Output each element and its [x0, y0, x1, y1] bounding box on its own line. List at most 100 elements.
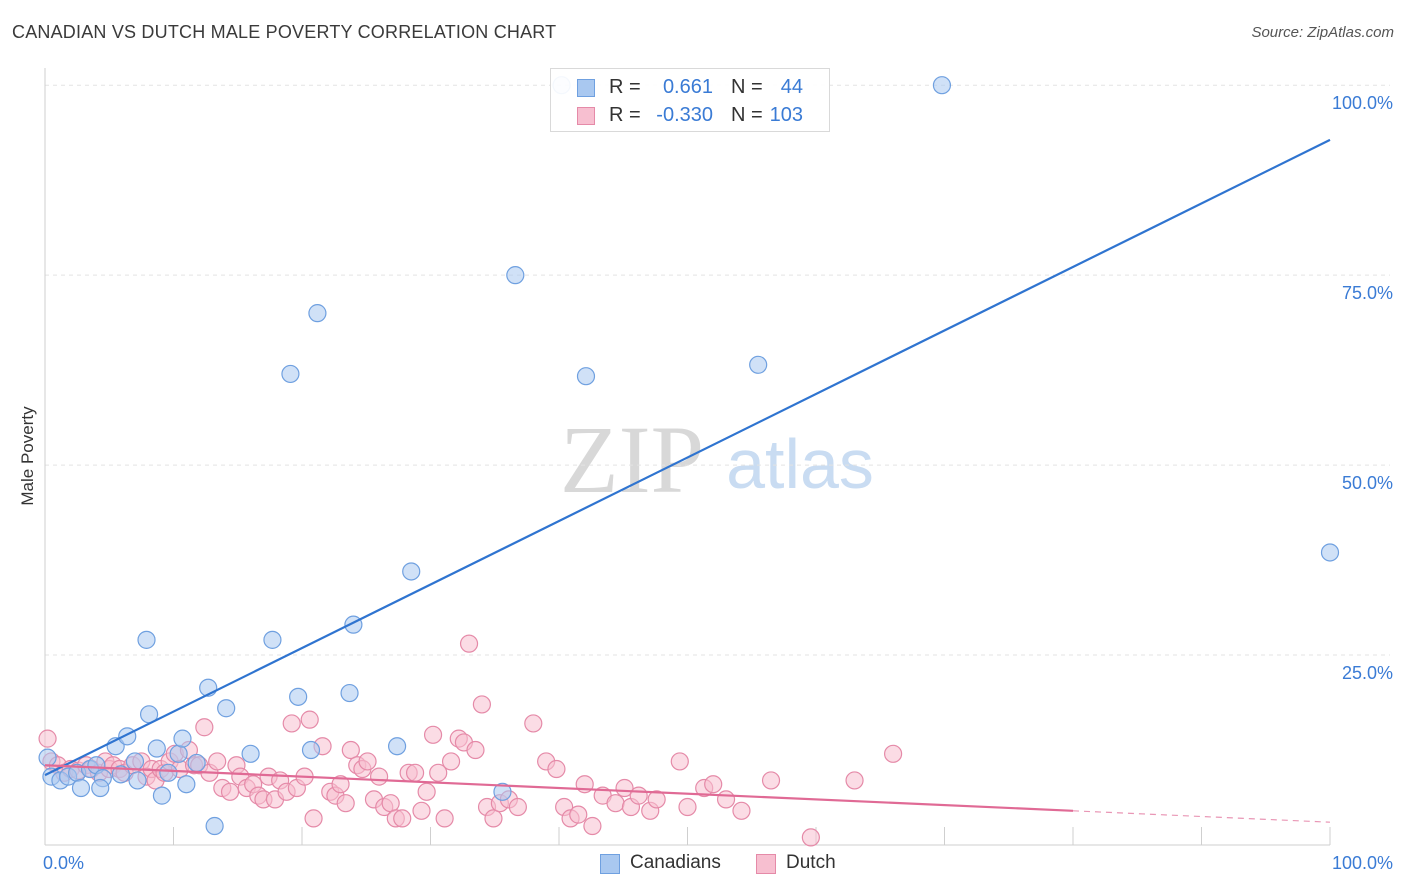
canadians-swatch [577, 79, 595, 97]
dutch-point [547, 759, 566, 779]
dutch-point [195, 718, 214, 737]
canadians-point [749, 355, 768, 374]
y-tick-label: 50.0% [1342, 473, 1393, 493]
canadians-point [173, 729, 192, 748]
canadians-point [91, 778, 110, 798]
axes [44, 68, 1331, 846]
dutch-point [405, 763, 425, 782]
dutch-point [341, 740, 360, 760]
r-label: R = [609, 76, 641, 98]
canadians-point [205, 816, 224, 836]
dutch-point [670, 752, 689, 771]
n-value: 44 [780, 76, 803, 98]
dutch-point [336, 794, 355, 813]
canadians-legend-swatch [600, 854, 620, 874]
legend-label-dutch: Dutch [786, 852, 836, 873]
y-tick-label: 25.0% [1342, 663, 1393, 683]
dutch-point [412, 801, 431, 820]
tick-labels: 25.0% 50.0% 75.0% 100.0% 0.0% 100.0% [43, 93, 1393, 873]
canadians-point [387, 737, 407, 756]
dutch-point [524, 714, 543, 733]
canadians-point [506, 266, 525, 285]
dutch-point [429, 763, 448, 782]
canadians-point [289, 687, 308, 706]
canadians-point [576, 367, 596, 386]
dutch-point [358, 752, 377, 771]
dutch-point [38, 729, 57, 748]
dutch-point [423, 725, 443, 744]
dutch-point [678, 797, 697, 817]
dutch-point [716, 790, 736, 809]
canadians-trend-line [44, 138, 1331, 777]
canadians-point [340, 683, 359, 703]
dutch-point [845, 771, 864, 790]
stats-row-canadians: R = 0.661 N = 44 [551, 73, 829, 101]
dutch-point [472, 695, 491, 714]
dutch-point [381, 794, 400, 813]
watermark-atlas: atlas [726, 425, 874, 503]
canadians-point [932, 76, 952, 95]
dutch-point [761, 771, 781, 790]
dutch-point [801, 828, 820, 847]
dutch-point [484, 809, 503, 828]
canadians-point [217, 699, 236, 718]
legend-label-canadians: Canadians [630, 852, 721, 873]
canadians-point [493, 782, 512, 801]
canadians-point [169, 744, 188, 763]
canadians-point [187, 753, 206, 773]
dutch-point [615, 778, 634, 798]
dutch-point [370, 767, 389, 786]
dutch-point [732, 801, 751, 820]
dutch-trend-line-extension [1072, 810, 1331, 823]
n-value: 103 [769, 104, 803, 126]
canadians-point [71, 778, 91, 798]
dutch-trend-line [44, 764, 1074, 812]
chart-title: CANADIAN VS DUTCH MALE POVERTY CORRELATI… [12, 22, 557, 42]
canadians-point [301, 740, 321, 760]
dutch-legend-swatch [756, 854, 776, 874]
watermark: ZIP atlas [560, 406, 874, 513]
dutch-point [883, 744, 903, 763]
watermark-zip: ZIP [560, 406, 704, 513]
x-tick-label: 0.0% [43, 853, 84, 873]
canadians-point [147, 739, 166, 758]
stats-row-dutch: R = -0.330 N = 103 [551, 101, 829, 129]
dutch-point [606, 794, 625, 813]
dutch-points [38, 634, 903, 847]
dutch-point [208, 752, 227, 771]
y-tick-label: 100.0% [1332, 93, 1393, 113]
dutch-point [282, 714, 301, 733]
dutch-point [300, 710, 319, 729]
dutch-point [629, 786, 648, 805]
dutch-point [435, 809, 454, 828]
source-label: Source: ZipAtlas.com [1251, 24, 1394, 41]
trend-lines [44, 138, 1331, 823]
canadians-point [128, 771, 147, 790]
dutch-point [417, 782, 436, 801]
n-label: N = [731, 104, 763, 126]
canadians-point [281, 364, 300, 384]
canadians-point [241, 744, 260, 763]
canadians-point [308, 304, 327, 323]
dutch-point [304, 809, 323, 828]
dutch-point [704, 775, 723, 794]
canadians-point [263, 630, 282, 649]
y-tick-label: 75.0% [1342, 283, 1393, 303]
r-value: 0.661 [662, 76, 713, 98]
r-label: R = [609, 104, 641, 126]
canadian-points [38, 76, 1340, 836]
dutch-point [647, 790, 666, 809]
stats-legend: R = 0.661 N = 44 R = -0.330 N = 103 [550, 68, 830, 132]
dutch-point [508, 797, 527, 817]
canadians-point [152, 786, 172, 805]
dutch-point [441, 752, 461, 771]
n-label: N = [731, 76, 763, 98]
dutch-swatch [577, 107, 595, 125]
dutch-point [393, 809, 412, 828]
canadians-point [159, 763, 178, 782]
canadians-point [177, 775, 196, 794]
canadians-point [137, 630, 156, 649]
grid [45, 84, 1390, 656]
canadians-point [111, 765, 130, 784]
